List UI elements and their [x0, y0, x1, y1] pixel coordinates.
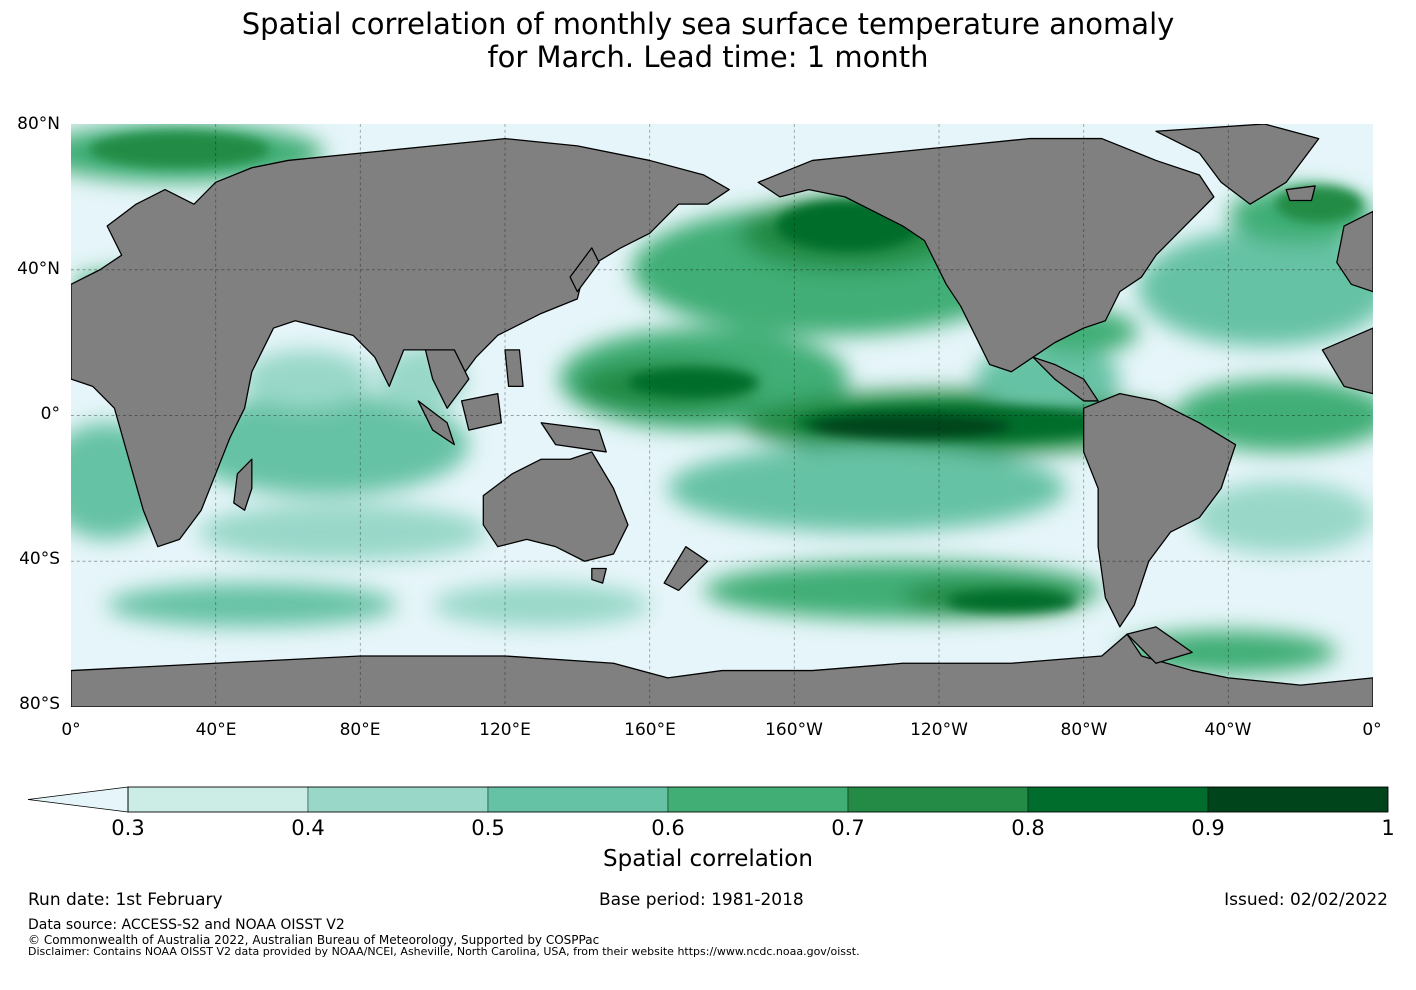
field-tropical-atlantic	[1174, 379, 1373, 452]
colorbar-tick-label: 0.8	[1011, 816, 1045, 840]
field-south-atlantic	[1192, 481, 1373, 554]
lon-tick-label: 80°E	[339, 720, 381, 740]
land-antarctic-peninsula	[1126, 626, 1193, 664]
land-indochina	[424, 349, 470, 409]
land-south-america	[1083, 392, 1237, 628]
colorbar-outline	[127, 786, 1389, 813]
chart-title: Spatial correlation of monthly sea surfa…	[0, 8, 1416, 74]
land	[71, 124, 1373, 707]
base-period: Base period: 1981-2018	[599, 890, 804, 910]
land-antarctica	[71, 633, 1373, 707]
lon-tick-label: 160°E	[624, 720, 676, 740]
core-warm-pool	[627, 368, 759, 398]
lat-tick-label: 80°S	[19, 694, 60, 714]
lon-tick-label: 40°W	[1204, 720, 1252, 740]
land-west-africa	[1321, 327, 1373, 395]
correlation-map	[71, 124, 1373, 707]
colorbar-tick-label: 0.3	[111, 816, 145, 840]
lon-tick-label: 0°	[61, 720, 81, 740]
title-line-1: Spatial correlation of monthly sea surfa…	[241, 7, 1175, 41]
field-southern-indian	[107, 583, 397, 627]
lat-tick-label: 80°N	[17, 114, 60, 134]
land-tasmania	[591, 567, 607, 584]
colorbar-bins	[127, 786, 1389, 813]
lon-tick-label: 0°	[1362, 720, 1382, 740]
colorbar-under-extension	[27, 786, 129, 813]
data-source: Data source: ACCESS-S2 and NOAA OISST V2	[28, 917, 345, 933]
field-south-pacific-gyre	[667, 444, 1066, 533]
land-western-europe	[1336, 210, 1373, 293]
colorbar	[27, 786, 1389, 813]
core-barents	[89, 131, 270, 168]
issued-date: Issued: 02/02/2022	[1224, 890, 1388, 910]
field-north-atlantic	[1137, 229, 1373, 347]
colorbar-bin	[1027, 786, 1209, 813]
colorbar-bin	[667, 786, 849, 813]
lat-tick-label: 40°S	[19, 549, 60, 569]
graticule	[71, 124, 1373, 707]
land-borneo	[460, 392, 503, 431]
colorbar-bin	[847, 786, 1029, 813]
land-eurasia-africa	[71, 137, 730, 548]
colorbar-tick-label: 0.4	[291, 816, 325, 840]
disclaimer: Disclaimer: Contains NOAA OISST V2 data …	[28, 945, 860, 958]
field-south-indian	[197, 502, 487, 562]
colorbar-tick-label: 0.9	[1191, 816, 1225, 840]
colorbar-bin	[487, 786, 669, 813]
land-philippines	[504, 349, 524, 387]
run-date: Run date: 1st February	[28, 890, 223, 910]
land-north-america	[757, 137, 1215, 373]
colorbar-label: Spatial correlation	[603, 846, 813, 872]
core-nino	[808, 413, 1012, 440]
colorbar-bin	[127, 786, 309, 813]
colorbar-tick-label: 0.6	[651, 816, 685, 840]
land-japan	[569, 247, 600, 293]
copyright: © Commonwealth of Australia 2022, Austra…	[28, 933, 600, 947]
lat-tick-label: 40°N	[17, 259, 60, 279]
land-new-guinea	[540, 422, 607, 453]
colorbar-tick-label: 1	[1381, 816, 1395, 840]
land-sumatra	[417, 400, 455, 446]
lon-tick-label: 40°E	[195, 720, 237, 740]
land-iceland	[1285, 185, 1316, 202]
lat-tick-label: 0°	[40, 404, 60, 424]
land-new-zealand	[663, 546, 709, 592]
land-madagascar	[233, 458, 253, 511]
lon-tick-label: 120°W	[910, 720, 968, 740]
colorbar-bin	[307, 786, 489, 813]
lon-tick-label: 80°W	[1060, 720, 1108, 740]
land-central-america	[1032, 356, 1099, 402]
lon-tick-label: 120°E	[479, 720, 531, 740]
land-australia	[482, 451, 629, 562]
title-line-2: for March. Lead time: 1 month	[487, 40, 929, 74]
field-arabian-sea	[240, 349, 372, 409]
colorbar-bin	[1207, 786, 1389, 813]
correlation-field-core	[89, 131, 1363, 613]
land-greenland	[1155, 124, 1320, 205]
colorbar-tick-label: 0.5	[471, 816, 505, 840]
lon-tick-label: 160°W	[765, 720, 823, 740]
colorbar-tick-label: 0.7	[831, 816, 865, 840]
field-southern-pacific-west	[432, 583, 650, 627]
core-southern-pacific	[946, 590, 1077, 613]
